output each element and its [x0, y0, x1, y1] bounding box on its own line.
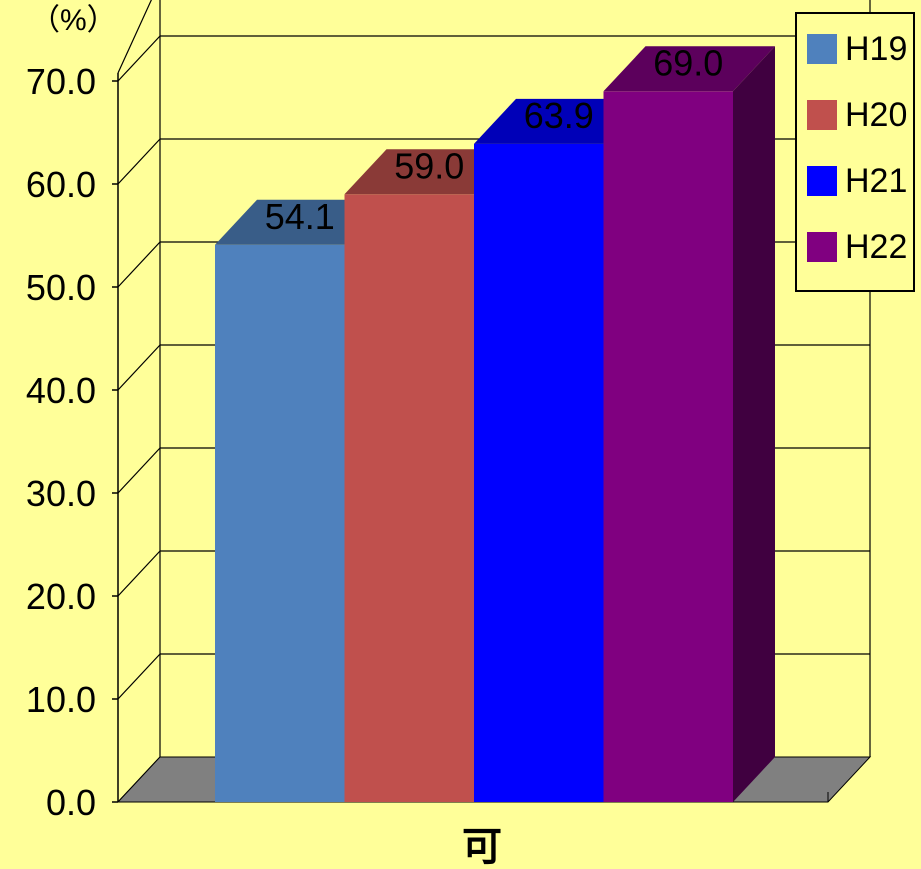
y-tick-label: 60.0: [26, 164, 96, 205]
legend-item-H20: H20: [807, 92, 907, 138]
data-label-H21: 63.9: [524, 95, 594, 136]
y-tick-label: 50.0: [26, 267, 96, 308]
legend-label: H19: [845, 29, 908, 68]
gridline-side: [117, 653, 161, 700]
gridline-side: [117, 344, 161, 391]
legend-item-H19: H19: [807, 26, 907, 72]
bar-H21: [474, 143, 604, 802]
bar-H19: [215, 244, 345, 802]
bar-H20: [344, 194, 474, 803]
y-unit-label: （%）: [30, 4, 117, 37]
gridline-side: [117, 138, 161, 185]
legend-label: H20: [845, 95, 908, 134]
bar-H22: [603, 91, 733, 803]
data-label-H22: 69.0: [653, 42, 723, 83]
gridline-side: [117, 35, 161, 82]
category-label: 可: [462, 824, 502, 869]
bar-top-H21: [474, 98, 646, 144]
gridline-side: [117, 241, 161, 288]
bar-top-H20: [344, 149, 516, 195]
y-tick-label: 0.0: [46, 782, 96, 823]
gridline-side: [117, 550, 161, 597]
y-tick-label: 10.0: [26, 679, 96, 720]
y-tick-label: 70.0: [26, 61, 96, 102]
bar-top-H22: [603, 46, 775, 92]
y-tick-label: 30.0: [26, 473, 96, 514]
y-tick-label: 20.0: [26, 576, 96, 617]
legend-swatch: [807, 232, 837, 262]
gridline-side: [117, 447, 161, 494]
legend-label: H22: [845, 227, 908, 266]
legend-label: H21: [845, 161, 908, 200]
chart-legend: H19 H20 H21 H22: [795, 12, 915, 292]
y-tick-label: 40.0: [26, 370, 96, 411]
legend-swatch: [807, 34, 837, 64]
side-wall-top-edge: [117, 0, 152, 74]
bar-top-H19: [215, 199, 387, 245]
legend-item-H21: H21: [807, 158, 907, 204]
legend-swatch: [807, 166, 837, 196]
legend-swatch: [807, 100, 837, 130]
data-label-H19: 54.1: [265, 196, 335, 237]
bar-side-H22: [733, 46, 775, 803]
legend-item-H22: H22: [807, 224, 907, 270]
data-label-H20: 59.0: [394, 145, 464, 186]
